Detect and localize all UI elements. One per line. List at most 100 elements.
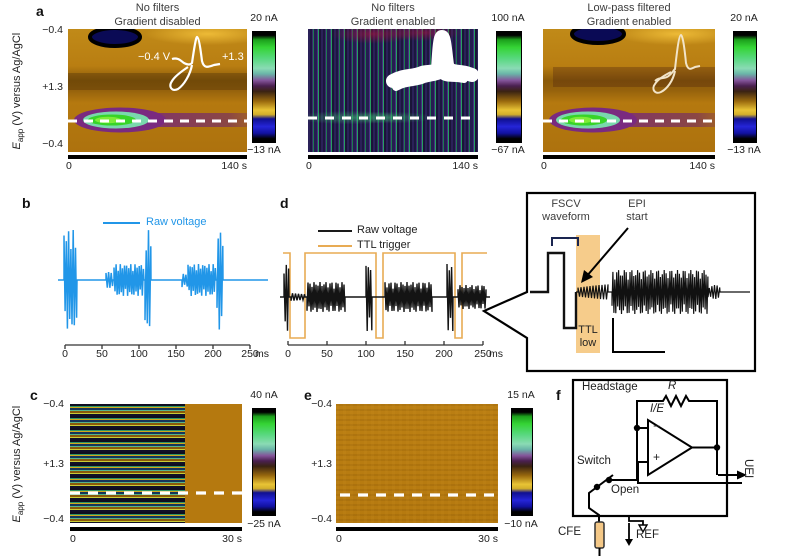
c-cb-min: −25 nA: [247, 518, 281, 530]
b-xtick: 250: [241, 348, 259, 360]
output-node-dot: [713, 444, 721, 451]
ref-label: REF: [636, 529, 659, 541]
switch-open-label: Open: [611, 484, 640, 496]
headstage-circuit: [571, 378, 747, 556]
epi-burst-trace: [576, 269, 750, 315]
b-legend-label: Raw voltage: [146, 216, 207, 228]
fscv-waveform-bracket: [551, 237, 579, 246]
a1-inset-right-label: +1.3: [222, 51, 244, 63]
panel-e-label: e: [304, 387, 312, 403]
y-axis-rest: (V) versus Ag/AgCl: [10, 32, 23, 129]
y-axis-sub: app: [16, 128, 26, 143]
b-x-axis: [64, 344, 251, 349]
b-xtick: 200: [204, 348, 222, 360]
uei-arrowhead: [737, 470, 747, 480]
panel-c-label: c: [30, 387, 38, 403]
d-xtick: 50: [321, 348, 333, 360]
fscv-waveform-label2: waveform: [542, 211, 590, 223]
panel-b-plot: [58, 229, 268, 349]
d-xtick: 200: [435, 348, 453, 360]
heatmap-a2-overlay: [308, 29, 478, 120]
c-ytick-bot: −0.4: [43, 513, 64, 525]
panel-d-label: d: [280, 195, 289, 211]
op-amp-label: I/E: [650, 403, 665, 415]
b-xtick: 150: [167, 348, 185, 360]
panel-f-label: f: [556, 387, 561, 403]
heatmap-a3-overlay: [543, 29, 715, 133]
heatmap-c-overlay: [70, 491, 242, 495]
a2-title-line1: No filters: [371, 2, 415, 14]
a3-x-axis: [543, 155, 715, 159]
a3-title-line1: Low-pass filtered: [587, 2, 671, 14]
feedback-resistor-wire: [636, 393, 718, 448]
output-wire: [637, 427, 737, 476]
saturated-cv-blob: [386, 29, 478, 88]
fscv-waveform-label1: FSCV: [551, 198, 581, 210]
a2-cb-max: 100 nA: [491, 12, 525, 24]
a2-title-line2: Gradient enabled: [350, 16, 436, 28]
a1-x-start: 0: [66, 160, 72, 172]
d-x-unit: ms: [489, 348, 503, 360]
epi-start-arrowhead: [581, 270, 593, 283]
a-ytick-mid: +1.3: [42, 81, 63, 93]
a2-cb-min: −67 nA: [491, 144, 525, 156]
negative-blob: [88, 29, 142, 48]
b-xtick: 0: [62, 348, 68, 360]
e-x-axis: [336, 527, 498, 531]
dark-band: [553, 67, 715, 87]
a2-x-start: 0: [306, 160, 312, 172]
inverting-node-dot: [633, 424, 641, 432]
noninverting-input-sign: +: [653, 450, 661, 464]
cfe-label: CFE: [558, 526, 581, 538]
heatmap-c: [70, 404, 242, 523]
d-inset-box: [481, 191, 757, 373]
raw-voltage-trace-b: [58, 229, 268, 330]
scale-bars: [612, 318, 665, 353]
headstage-label: Headstage: [582, 381, 638, 393]
heatmap-a1-overlay: [68, 29, 247, 133]
b-x-unit: ms: [255, 348, 269, 360]
fscv-waveform-shape: [530, 251, 578, 330]
a1-cb-max: 20 nA: [250, 12, 278, 24]
d-xtick: 0: [285, 348, 291, 360]
a2-x-axis: [308, 155, 478, 159]
ttl-low-label2: low: [579, 337, 597, 349]
c-cb-max: 40 nA: [250, 389, 278, 401]
e-ytick-top: −0.4: [311, 398, 332, 410]
a2-x-end: 140 s: [452, 160, 478, 172]
cfe-wire: [588, 486, 600, 522]
colorbar-a2: [496, 31, 522, 143]
c-x-axis: [70, 527, 242, 531]
y-axis-var: E: [10, 142, 23, 150]
a3-title-line2: Gradient enabled: [586, 16, 672, 28]
headstage-box: [571, 378, 729, 518]
e-ytick-bot: −0.4: [311, 513, 332, 525]
a1-x-end: 140 s: [221, 160, 247, 172]
d-legend-line-ttl: [318, 245, 352, 247]
e-ytick-mid: +1.3: [311, 458, 332, 470]
d-xtick: 250: [474, 348, 492, 360]
switch-lever: [596, 474, 614, 488]
y-axis-rest: (V) versus Ag/AgCl: [10, 405, 23, 502]
a1-title-line2: Gradient disabled: [114, 16, 201, 28]
heatmap-e: [336, 404, 498, 523]
cfe-electrode: [594, 521, 605, 549]
cv-inset-curve: [654, 33, 701, 82]
e-x-end: 30 s: [478, 533, 498, 545]
d-legend-line-raw: [318, 230, 352, 232]
y-axis-label-a: Eapp (V) versus Ag/AgCl: [11, 6, 25, 176]
switch-wire: [609, 431, 638, 481]
a1-inset-left-label: −0.4 V: [138, 51, 171, 63]
a3-cb-max: 20 nA: [730, 12, 758, 24]
b-legend-line: [103, 222, 140, 224]
panel-a-label: a: [36, 3, 44, 19]
op-amp-triangle: [647, 418, 694, 477]
negative-blob: [570, 29, 626, 45]
colorbar-a1: [252, 31, 276, 143]
y-axis-label-c: Eapp (V) versus Ag/AgCl: [11, 379, 25, 549]
e-cb-min: −10 nA: [504, 518, 538, 530]
heatmap-a3: [543, 29, 715, 152]
noise-stripes: [70, 404, 185, 523]
d-legend-raw-label: Raw voltage: [357, 224, 418, 236]
